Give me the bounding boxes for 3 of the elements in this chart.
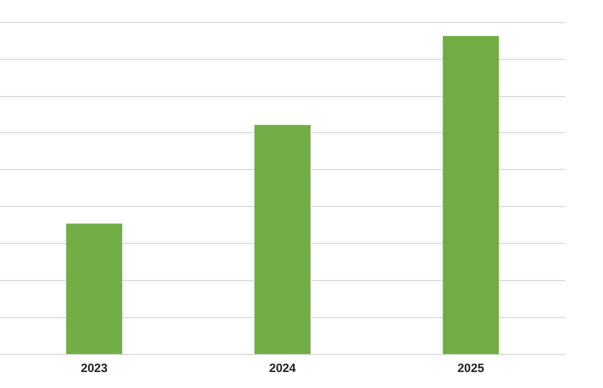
x-tick-label: 2024 [269,361,296,375]
x-tick-label: 2025 [457,361,485,375]
x-tick-label: 2023 [80,361,108,375]
